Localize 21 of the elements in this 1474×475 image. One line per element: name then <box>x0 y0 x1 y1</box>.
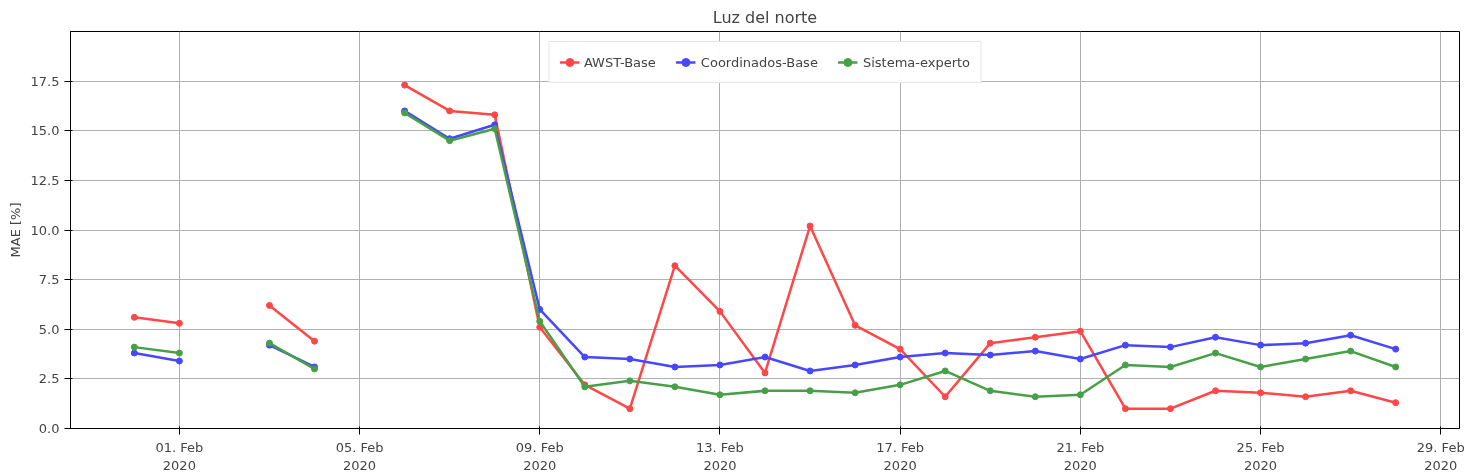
x-tick-label: 21. Feb 2020 <box>1056 439 1105 473</box>
x-tick-label: 05. Feb 2020 <box>335 439 384 473</box>
y-tick-label: 15.0 <box>30 123 60 139</box>
x-tick-label: 09. Feb 2020 <box>515 439 564 473</box>
y-tick-label: 0.0 <box>38 421 60 436</box>
x-tick-label: 25. Feb 2020 <box>1236 439 1285 473</box>
y-tick-label: 12.5 <box>30 172 60 188</box>
legend-label: Sistema-experto <box>862 54 971 70</box>
chart-title: Luz del norte <box>712 7 818 27</box>
legend-label: Coordinados-Base <box>700 54 818 70</box>
x-tick-label: 29. Feb 2020 <box>1416 439 1465 473</box>
x-tick-label: 17. Feb 2020 <box>876 439 925 473</box>
x-tick-label: 01. Feb 2020 <box>155 439 204 473</box>
y-tick-label: 7.5 <box>38 272 60 288</box>
y-tick-label: 2.5 <box>38 371 60 387</box>
y-tick-label: 10.0 <box>30 222 60 238</box>
y-tick-label: 5.0 <box>38 321 60 337</box>
y-axis-title: MAE [%] <box>7 202 23 258</box>
legend-label: AWST-Base <box>583 54 656 70</box>
x-tick-label: 13. Feb 2020 <box>696 439 744 473</box>
y-tick-label: 17.5 <box>30 73 60 89</box>
